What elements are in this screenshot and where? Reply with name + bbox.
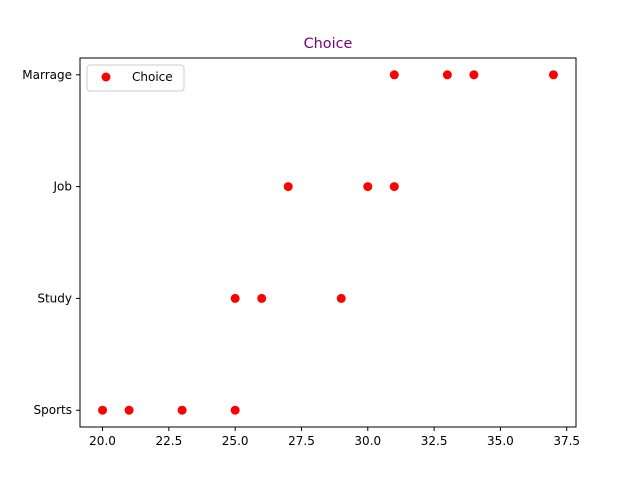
scatter-point	[230, 405, 240, 415]
chart-title: Choice	[304, 36, 353, 52]
scatter-point	[177, 405, 187, 415]
plot-frame	[79, 57, 577, 428]
x-tick-label: 35.0	[487, 434, 514, 448]
x-tick-label: 27.5	[288, 434, 315, 448]
scatter-point	[389, 182, 399, 192]
x-tick-label: 32.5	[421, 434, 448, 448]
y-axis: Sports Study Job Marrage	[22, 68, 80, 417]
scatter-point	[124, 405, 134, 415]
x-axis: 20.0 22.5 25.0 27.5 30.0 32.5 35.0 37.5	[89, 427, 580, 448]
scatter-point	[230, 293, 240, 303]
scatter-point	[98, 405, 108, 415]
y-tick-label: Sports	[34, 403, 72, 417]
x-tick-label: 25.0	[222, 434, 249, 448]
scatter-point	[257, 293, 267, 303]
scatter-point	[469, 70, 479, 80]
scatter-point	[336, 293, 346, 303]
scatter-point	[389, 70, 399, 80]
x-tick-label: 30.0	[354, 434, 381, 448]
data-points	[98, 70, 558, 415]
scatter-point	[283, 182, 293, 192]
legend-marker	[101, 72, 111, 82]
scatter-point	[442, 70, 452, 80]
x-tick-label: 22.5	[155, 434, 182, 448]
y-tick-label: Marrage	[22, 68, 72, 82]
y-tick-label: Study	[37, 291, 72, 305]
x-tick-label: 20.0	[89, 434, 116, 448]
legend-box	[86, 64, 185, 92]
scatter-point	[363, 182, 373, 192]
legend: Choice	[86, 64, 185, 92]
legend-label: Choice	[132, 70, 173, 84]
y-tick-label: Job	[53, 180, 73, 194]
x-tick-label: 37.5	[553, 434, 580, 448]
scatter-point	[548, 70, 558, 80]
